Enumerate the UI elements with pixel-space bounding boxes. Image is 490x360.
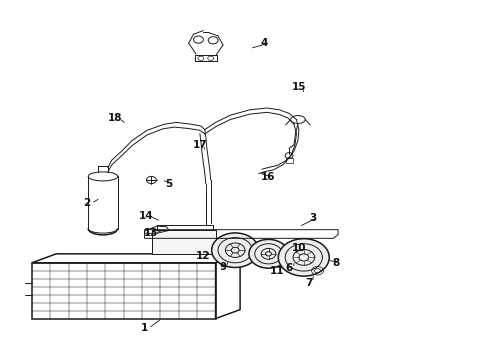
Text: 9: 9 [220, 262, 226, 272]
Text: 11: 11 [270, 266, 284, 276]
Text: 3: 3 [309, 213, 316, 223]
Text: 14: 14 [139, 211, 153, 221]
Text: 1: 1 [141, 323, 148, 333]
Circle shape [249, 239, 288, 268]
Circle shape [278, 239, 329, 276]
Text: 15: 15 [292, 82, 306, 92]
Text: 12: 12 [196, 251, 211, 261]
Circle shape [212, 233, 259, 267]
Text: 8: 8 [332, 258, 339, 268]
Text: 18: 18 [108, 113, 122, 123]
Text: 10: 10 [292, 243, 306, 253]
Text: 4: 4 [261, 38, 269, 48]
Text: 7: 7 [305, 278, 313, 288]
Text: 17: 17 [193, 140, 207, 150]
Text: 13: 13 [144, 228, 158, 238]
Text: 2: 2 [84, 198, 91, 208]
Text: 16: 16 [261, 172, 276, 182]
Polygon shape [152, 230, 216, 254]
Text: 6: 6 [286, 263, 293, 273]
Text: 5: 5 [166, 179, 172, 189]
